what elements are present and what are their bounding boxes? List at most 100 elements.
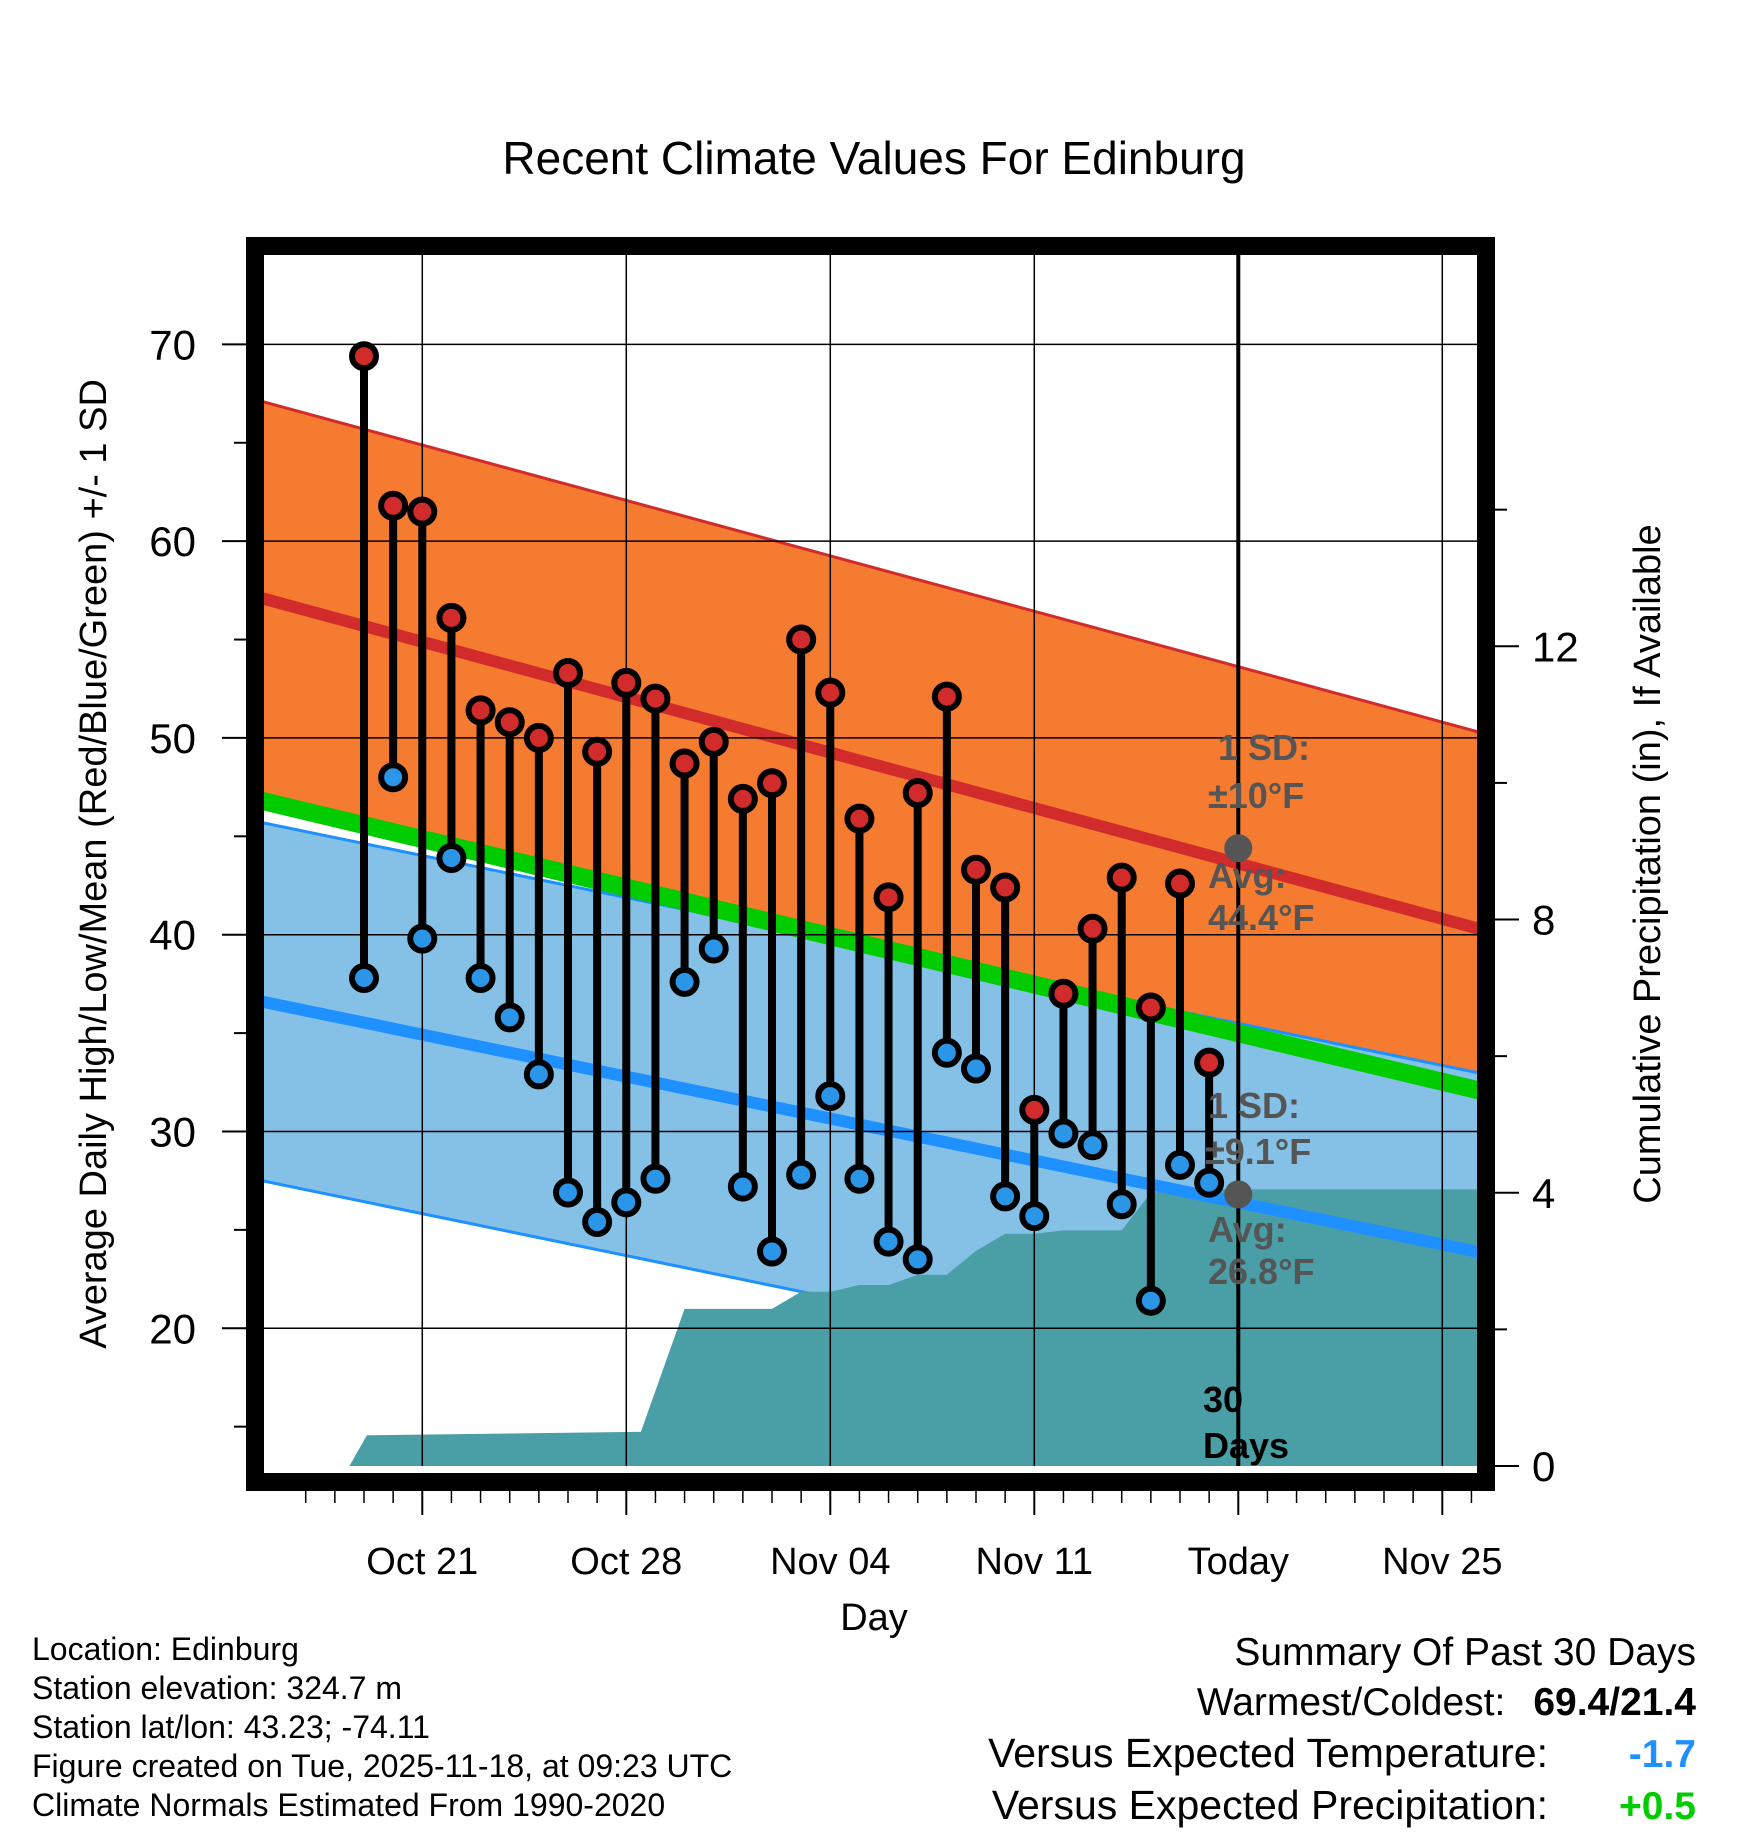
elevation-line: Station elevation: 324.7 m <box>32 1670 403 1706</box>
daily-high-point <box>1077 913 1108 944</box>
daily-high-point <box>582 736 613 767</box>
temp-row: Versus Expected Temperature: -1.7 <box>988 1728 1696 1780</box>
precip-value: +0.5 <box>1619 1785 1696 1828</box>
daily-low-point <box>961 1053 991 1084</box>
high-sd-label: 1 SD: <box>1218 727 1310 768</box>
daily-series <box>349 341 1253 1316</box>
x-tick-label: Oct 28 <box>570 1541 682 1583</box>
daily-high-point <box>407 496 438 527</box>
y-tick-label: 30 <box>149 1108 196 1155</box>
daily-high-point <box>990 872 1021 903</box>
daily-low-point <box>1165 1149 1195 1180</box>
daily-low-point <box>378 762 409 793</box>
daily-low-point <box>786 1159 817 1190</box>
daily-low-point <box>1106 1189 1137 1220</box>
location-line: Location: Edinburg <box>32 1631 299 1667</box>
daily-high-point <box>465 695 496 726</box>
daily-high-point <box>698 726 729 757</box>
daily-low-point <box>1019 1201 1050 1232</box>
daily-high-point <box>1165 868 1195 899</box>
daily-low-point <box>349 963 379 993</box>
axes: 20 30 40 50 60 70 0 4 8 12 Oct 21 Oct 28 Nov 04 Nov 1… <box>149 321 1578 1583</box>
y-axis-right-label: Cumulative Precipitation (in), If Availa… <box>1627 524 1669 1203</box>
daily-high-point <box>1019 1094 1050 1125</box>
daily-low-point <box>494 1002 525 1033</box>
daily-low-point <box>582 1207 613 1237</box>
annotations: 1 SD: ±10°F Avg: 44.4°F 1 SD: ±9.1°F Avg… <box>1203 727 1314 1466</box>
daily-high-point <box>553 658 583 688</box>
daily-high-point <box>1135 992 1166 1023</box>
daily-low-point <box>698 933 729 964</box>
precip-tick-label: 0 <box>1532 1443 1555 1490</box>
high-average-line <box>262 592 1486 937</box>
low-sd-value: ±9.1°F <box>1205 1131 1311 1172</box>
warm-cold-label: Warmest/Coldest: <box>1196 1681 1506 1724</box>
daily-low-point <box>844 1163 875 1194</box>
daily-low-point <box>523 1059 554 1090</box>
warm-cold-row: Warmest/Coldest: 69.4/21.4 <box>988 1678 1696 1728</box>
low-sd-label: 1 SD: <box>1208 1085 1300 1126</box>
daily-high-point <box>523 722 554 753</box>
daily-high-point <box>1106 862 1137 893</box>
low-avg-label: Avg: <box>1208 1209 1287 1250</box>
high-avg-value: 44.4°F <box>1208 897 1314 938</box>
daily-high-point <box>494 707 525 738</box>
daily-high-point <box>1048 978 1079 1009</box>
daily-low-point <box>465 963 496 993</box>
summary-heading: Summary Of Past 30 Days <box>1234 1631 1696 1674</box>
x-tick-label: Nov 11 <box>975 1541 1093 1583</box>
summary-panel: Summary Of Past 30 Days Warmest/Coldest:… <box>988 1628 1696 1832</box>
daily-low-point <box>611 1187 642 1218</box>
chart-title: Recent Climate Values For Edinburg <box>502 132 1245 184</box>
x-tick-label: Nov 04 <box>770 1541 890 1583</box>
daily-low-point <box>1077 1130 1108 1161</box>
daily-high-point <box>815 677 846 708</box>
daily-high-point <box>669 748 700 779</box>
daily-high-point <box>757 768 787 799</box>
daily-low-point <box>553 1177 583 1208</box>
daily-low-point <box>1048 1118 1079 1149</box>
x-axis-label: Day <box>840 1597 908 1639</box>
daily-low-point <box>990 1181 1021 1212</box>
created-line: Figure created on Tue, 2025-11-18, at 09… <box>32 1748 733 1784</box>
daily-low-point <box>1194 1167 1225 1198</box>
x-tick-label: Oct 21 <box>366 1541 478 1583</box>
daily-high-point <box>873 882 904 913</box>
latlon-line: Station lat/lon: 43.23; -74.11 <box>32 1709 430 1745</box>
period-unit: Days <box>1203 1425 1289 1466</box>
daily-high-point <box>378 490 409 521</box>
daily-low-point <box>815 1081 846 1112</box>
daily-high-point <box>727 783 758 814</box>
daily-high-point <box>640 683 671 714</box>
x-tick-label: Today <box>1188 1541 1289 1583</box>
y-tick-label: 70 <box>149 321 196 368</box>
daily-low-point <box>1135 1285 1166 1316</box>
precip-tick-label: 4 <box>1532 1170 1555 1217</box>
today-low-average-marker <box>1224 1180 1253 1209</box>
low-average-line <box>262 995 1486 1260</box>
today-high-average-marker <box>1224 834 1253 863</box>
y-tick-label: 20 <box>149 1305 196 1352</box>
y-tick-label: 50 <box>149 715 196 762</box>
y-tick-label: 60 <box>149 518 196 565</box>
high-avg-label: Avg: <box>1208 855 1287 896</box>
precip-row: Versus Expected Precipitation: +0.5 <box>988 1780 1696 1832</box>
high-sd-value: ±10°F <box>1208 775 1304 816</box>
daily-high-point <box>436 602 467 633</box>
station-info: Location: Edinburg Station elevation: 32… <box>32 1630 732 1825</box>
daily-high-point <box>844 803 875 834</box>
daily-high-point <box>611 667 642 698</box>
daily-low-point <box>757 1236 787 1267</box>
daily-high-point <box>902 778 933 809</box>
daily-high-point <box>1194 1047 1225 1078</box>
daily-high-point <box>786 624 817 655</box>
x-tick-label: Nov 25 <box>1382 1541 1502 1583</box>
daily-low-point <box>727 1171 758 1202</box>
y-axis-left-label: Average Daily High/Low/Mean (Red/Blue/Gr… <box>73 379 115 1349</box>
period-number: 30 <box>1203 1379 1243 1420</box>
daily-high-point <box>931 681 962 712</box>
precip-label: Versus Expected Precipitation: <box>991 1782 1548 1828</box>
mean-average-line <box>262 792 1486 1101</box>
temp-label: Versus Expected Temperature: <box>988 1730 1548 1776</box>
